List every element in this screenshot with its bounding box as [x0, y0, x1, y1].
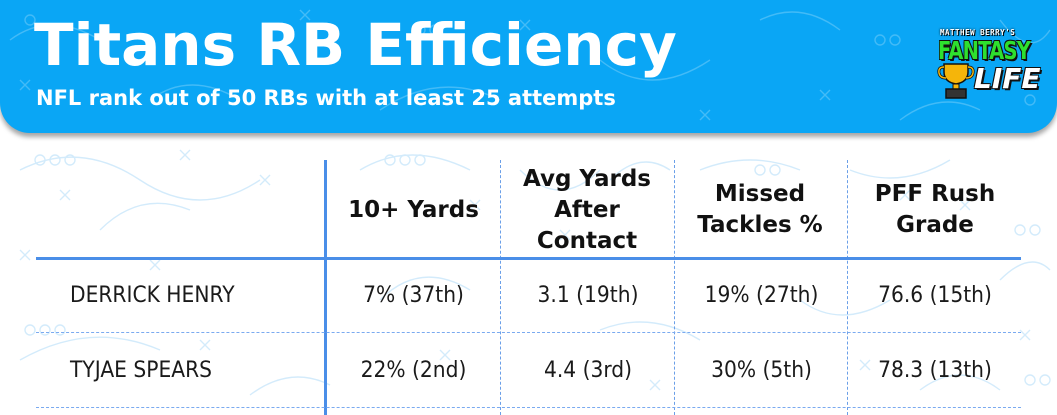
table-cell: 3.1 (19th): [537, 283, 639, 308]
table-cell: 78.3 (13th): [878, 357, 992, 383]
table-cell: 76.6 (15th): [878, 283, 992, 308]
column-divider: [500, 160, 501, 415]
row-divider: [36, 407, 1021, 408]
player-name: TYJAE SPEARS: [70, 357, 213, 383]
table-cell: 22% (2nd): [360, 357, 467, 383]
page-subtitle: NFL rank out of 50 RBs with at least 25 …: [36, 86, 616, 110]
player-name: DERRICK HENRY: [70, 283, 235, 308]
table-cell: 30% (5th): [711, 357, 812, 383]
table-cell: 7% (37th): [363, 283, 464, 308]
logo-brand-line1: FANTASY: [938, 36, 1031, 65]
column-header-avg-yards-after-contact: Avg Yards After Contact: [522, 165, 651, 254]
row-divider: [36, 332, 1021, 333]
column-divider-main: [324, 160, 327, 415]
header-playbook-pattern: [9, 9, 1051, 121]
page-title: Titans RB Efficiency: [34, 11, 677, 79]
column-header-pff-rush-grade: PFF Rush Grade: [874, 181, 996, 238]
stats-table: 10+ Yards Avg Yards After Contact Missed…: [0, 133, 1057, 415]
logo-top-text: MATTHEW BERRY'S: [940, 28, 1016, 37]
column-divider: [674, 160, 675, 415]
table-cell: 4.4 (3rd): [543, 357, 633, 383]
fantasy-life-logo: MATTHEW BERRY'S FANTASY LIFE: [934, 24, 1054, 104]
trophy-icon: [937, 63, 975, 99]
header-banner: Titans RB Efficiency NFL rank out of 50 …: [0, 0, 1057, 133]
column-header-missed-tackles: Missed Tackles %: [697, 181, 823, 238]
header-row-divider: [36, 257, 1021, 260]
column-divider: [847, 160, 848, 415]
table-cell: 19% (27th): [704, 283, 819, 308]
column-header-10-plus-yards: 10+ Yards: [348, 196, 479, 223]
logo-brand-line2: LIFE: [974, 62, 1041, 95]
